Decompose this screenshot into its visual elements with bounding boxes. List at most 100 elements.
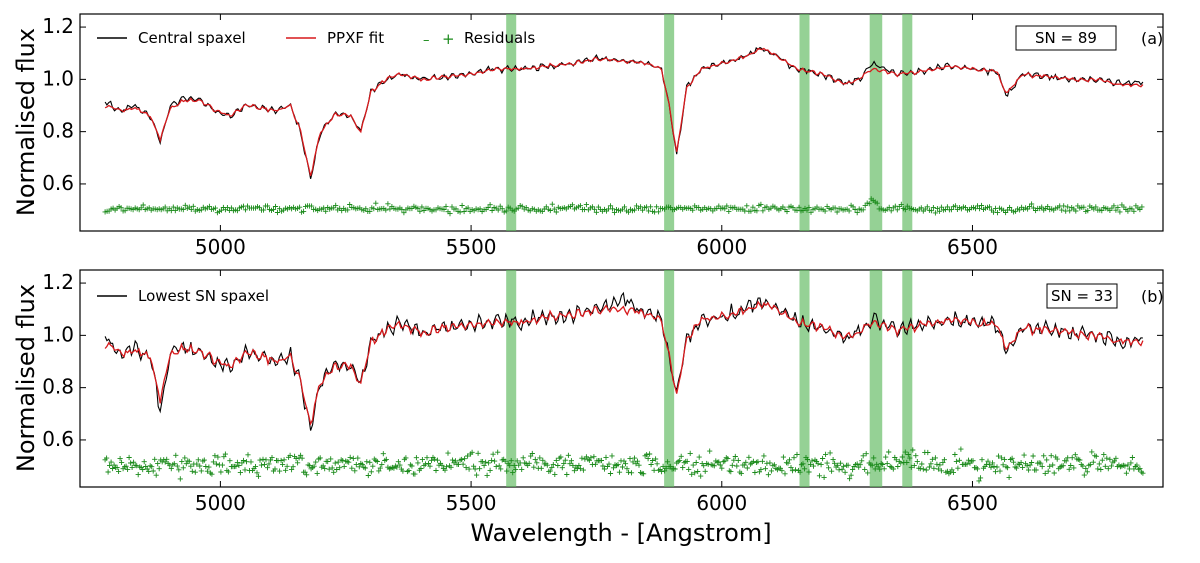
residual-point [277,468,283,474]
residual-point [792,467,799,473]
residual-point [992,469,999,475]
residual-point [894,207,900,213]
residual-point [264,465,271,471]
residual-point [886,449,892,455]
residual-point [750,204,756,210]
residual-point [104,455,110,461]
residual-point [1072,452,1078,458]
residual-point [460,461,466,467]
residual-point [862,466,868,472]
residual-point [1020,464,1026,470]
residual-point [335,459,341,465]
residual-point [477,206,483,212]
spectrum-line [104,291,1143,431]
residual-point [762,466,768,472]
residual-point [448,464,454,470]
residual-point [383,207,389,213]
residual-point [955,465,961,471]
panel-a-sn-box [1015,25,1117,51]
residual-point [496,463,502,469]
residual-point [459,456,465,463]
masked-region [506,270,517,487]
residual-point [583,202,589,208]
residual-point [651,467,657,473]
residual-point [826,465,832,471]
masked-region [664,270,675,487]
panel-a: 5000 5500 6000 6500 0.6 0.8 1.0 1.2 Normalised … [12,13,1164,259]
residual-point [847,476,853,482]
residual-point [577,466,583,472]
residual-point [822,208,828,214]
residual-point [243,459,250,465]
x-tick-label: 6000 [696,235,747,259]
residual-point [307,462,313,468]
residual-point [1029,459,1035,466]
residual-point [452,458,459,464]
residual-point [746,454,752,460]
residual-point [1093,204,1099,210]
residual-point [744,203,750,209]
residual-point [827,450,833,456]
y-tick-label: 0.6 [42,427,74,451]
residual-point [689,471,695,477]
residual-point [659,469,665,475]
residual-point [188,463,194,469]
residual-point [141,459,147,465]
residual-point [234,208,240,214]
residual-point [726,208,732,214]
residual-point [321,205,327,211]
residual-point [484,472,490,478]
residual-point [818,462,824,468]
x-tick-label: 5000 [195,491,246,515]
residual-point [447,211,453,217]
residual-point [397,462,403,468]
residual-point [472,466,478,472]
residual-point [544,462,550,468]
residual-point [692,470,698,476]
residual-point [911,463,917,469]
residual-point [926,464,932,470]
residual-point [1038,460,1044,466]
residual-point [759,458,765,464]
residual-point [611,210,618,216]
panel-a-lines [104,46,1144,179]
legend-residual-marker-dash: – [423,33,430,48]
residual-point [353,462,359,468]
panel-a-sn-value: SN = 89 [1035,29,1097,47]
residual-point [1137,465,1143,471]
residual-point [801,466,808,472]
residual-point [839,466,845,472]
residual-point [625,469,632,475]
y-tick-label: 0.6 [42,171,74,195]
residual-point [489,457,495,463]
residual-point [140,466,146,473]
residual-point [182,202,188,208]
residual-point [821,474,827,480]
residual-point [650,457,656,464]
residual-point [131,459,137,465]
residual-point [228,205,234,211]
residual-point [427,463,433,469]
residual-point [227,458,233,464]
residual-point [422,461,429,467]
panel-a-y-axis-label: Normalised flux [12,28,40,216]
residual-point [702,468,708,474]
residual-point [1090,459,1096,465]
residual-point [462,456,468,462]
residual-point [379,461,385,467]
residual-point [758,467,764,473]
residual-point [281,457,287,463]
residual-point [728,469,734,475]
residual-point [146,468,152,474]
residual-point [890,466,896,472]
residual-point [174,463,180,469]
residual-point [914,459,920,465]
residual-point [1054,456,1060,462]
residual-point [830,457,836,463]
residual-point [283,467,289,473]
residual-point [601,466,608,472]
residual-point [194,461,200,467]
panel-a-ticks: 5000 5500 6000 6500 0.6 0.8 1.0 1.2 [42,14,1163,259]
residual-point [162,459,168,465]
residual-point [317,455,323,461]
